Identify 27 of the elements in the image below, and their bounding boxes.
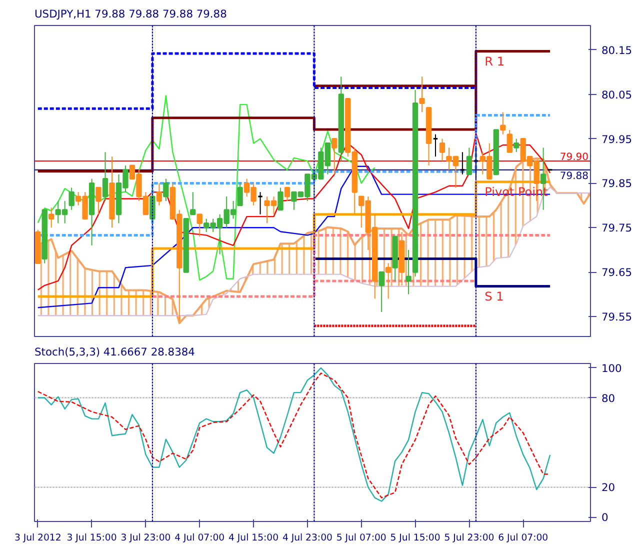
x-tick-label: 4 Jul 07:00 [174, 532, 225, 544]
x-tick-label: 3 Jul 2012 [14, 532, 62, 544]
y-tick-label: 100 [602, 362, 622, 375]
y-tick-label: 79.55 [602, 310, 632, 324]
y-tick-label: 79.75 [602, 222, 632, 235]
chart-title: Stoch(5,3,3) 41.6667 28.8384 [34, 346, 196, 358]
y-tick-label: 79.85 [602, 177, 632, 190]
x-tick-label: 5 Jul 07:00 [336, 532, 386, 544]
chart-title: USDJPY,H1 79.88 79.88 79.88 79.88 [34, 8, 228, 20]
ref-line-label: 79.88 [560, 170, 589, 182]
annotation: R 1 [484, 54, 504, 68]
y-tick-label: 80.05 [602, 88, 632, 102]
y-tick-label: 20 [602, 481, 616, 494]
y-tick-label: 0 [602, 511, 608, 524]
x-tick-label: 3 Jul 15:00 [66, 532, 117, 544]
ref-line-label: 79.90 [560, 152, 589, 164]
x-tick-label: 5 Jul 15:00 [390, 532, 440, 544]
y-tick-label: 79.65 [602, 266, 632, 280]
x-tick-label: 3 Jul 23:00 [120, 532, 171, 544]
x-tick-label: 5 Jul 23:00 [444, 532, 494, 544]
annotation: S 1 [484, 289, 504, 304]
x-tick-label: 4 Jul 23:00 [282, 532, 333, 544]
y-tick-label: 80.15 [602, 44, 632, 57]
y-tick-label: 79.95 [602, 132, 632, 146]
x-tick-label: 6 Jul 07:00 [498, 532, 548, 544]
x-tick-label: 4 Jul 15:00 [228, 532, 279, 544]
y-tick-label: 80 [602, 392, 616, 405]
